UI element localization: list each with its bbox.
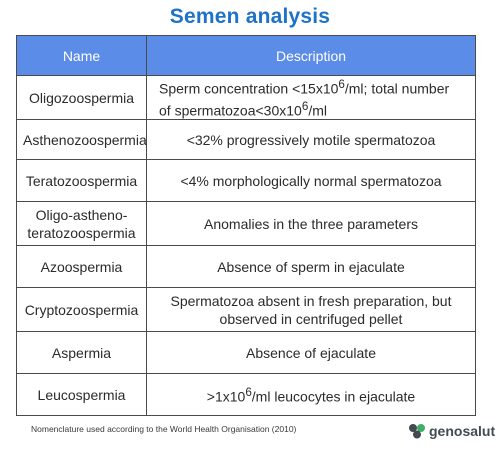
- semen-analysis-table: Name Description Oligozoospermia Sperm co…: [16, 35, 476, 417]
- header-description: Description: [146, 35, 476, 76]
- row-name: Azoospermia: [16, 245, 147, 289]
- table-row: Oligo-astheno-teratozoospermia Anomalies …: [16, 201, 476, 247]
- page-title: Semen analysis: [169, 5, 331, 28]
- row-name: Oligo-astheno-teratozoospermia: [16, 201, 147, 247]
- table-row: Oligozoospermia Sperm concentration <15x1…: [16, 74, 476, 121]
- row-description: Absence of sperm in ejaculate: [146, 245, 476, 289]
- footnote: Nomenclature used according to the World…: [31, 424, 297, 434]
- row-name: Teratozoospermia: [16, 159, 147, 203]
- row-name: Aspermia: [16, 331, 147, 375]
- row-description: >1x106/ml leucocytes in ejaculate: [146, 373, 476, 417]
- table-row: Azoospermia Absence of sperm in ejaculate: [16, 245, 476, 289]
- row-description: <4% morphologically normal spermatozoa: [146, 159, 476, 203]
- table-row: Leucospermia >1x106/ml leucocytes in ejac…: [16, 373, 476, 417]
- table-header-row: Name Description: [16, 35, 476, 76]
- row-name: Leucospermia: [16, 373, 147, 417]
- row-description: <32% progressively motile spermatozoa: [146, 119, 476, 161]
- row-description: Sperm concentration <15x106/ml; total nu…: [146, 74, 476, 121]
- table-row: Teratozoospermia <4% morphologically norm…: [16, 159, 476, 203]
- table-row: Asthenozoospermia <32% progressively moti…: [16, 119, 476, 161]
- row-description: Spermatozoa absent in fresh preparation,…: [146, 287, 476, 333]
- row-name: Cryptozoospermia: [16, 287, 147, 333]
- row-name: Asthenozoospermia: [16, 119, 147, 161]
- row-name: Oligozoospermia: [16, 74, 147, 121]
- table-row: Cryptozoospermia Spermatozoa absent in fr…: [16, 287, 476, 333]
- header-name: Name: [16, 35, 147, 76]
- genosalut-logo-icon: [409, 424, 425, 439]
- table-row: Aspermia Absence of ejaculate: [16, 331, 476, 375]
- brand-logo: genosalut: [408, 423, 495, 439]
- brand-name: genosalut: [429, 423, 496, 439]
- row-description: Absence of ejaculate: [146, 331, 476, 375]
- row-description: Anomalies in the three parameters: [146, 201, 476, 247]
